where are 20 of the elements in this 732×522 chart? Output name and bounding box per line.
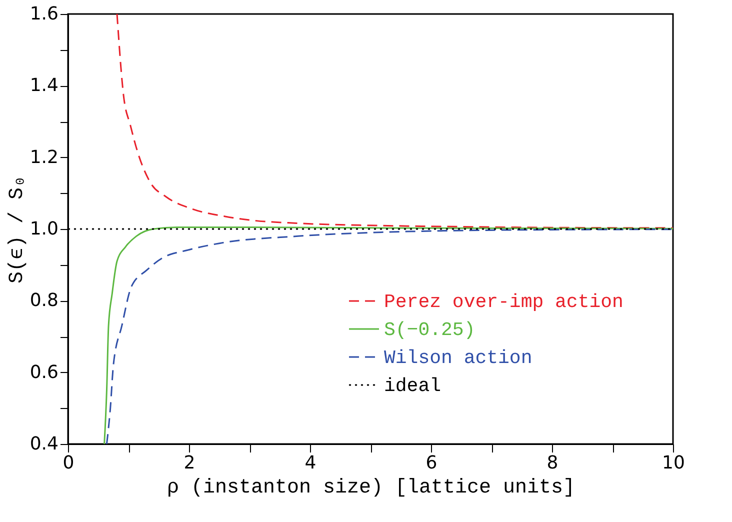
- y-tick-label: 1.2: [30, 146, 58, 168]
- x-tick-label: 10: [662, 452, 685, 474]
- line-series: [116, 14, 673, 229]
- x-axis-title: ρ (instanton size) [lattice units]: [166, 476, 576, 500]
- legend-label: Wilson action: [384, 347, 532, 369]
- legend-label: Perez over-imp action: [384, 291, 624, 313]
- legend-label: S(−0.25): [384, 319, 476, 341]
- x-tick-label: 4: [304, 452, 316, 474]
- x-tick-label: 8: [546, 452, 558, 474]
- x-tick-label: 6: [426, 452, 438, 474]
- y-tick-label: 1.6: [30, 4, 58, 24]
- y-tick-label: 1.0: [30, 218, 58, 240]
- y-axis-title: S(ϵ) / S₀: [6, 175, 29, 284]
- x-tick-label: 2: [184, 452, 196, 474]
- legend-label: ideal: [384, 375, 442, 397]
- y-tick-label: 0.4: [30, 434, 58, 454]
- y-tick-label: 1.4: [30, 75, 58, 96]
- x-tick-label: 0: [62, 452, 74, 474]
- y-tick-label: 0.8: [30, 290, 58, 312]
- y-tick-label: 0.6: [30, 362, 58, 383]
